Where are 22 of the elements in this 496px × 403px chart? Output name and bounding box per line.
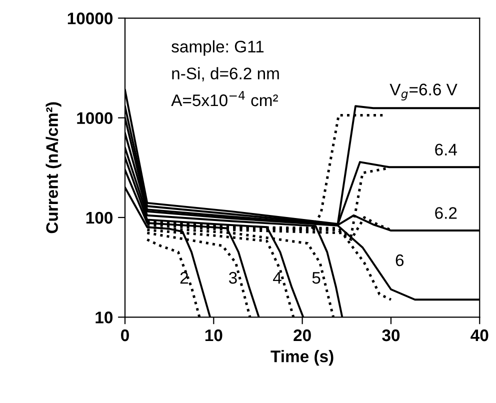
annotation: sample: G11 — [172, 40, 264, 56]
y-tick-label: 1000 — [77, 112, 113, 124]
x-tick-label: 30 — [382, 329, 400, 342]
series-label: 2 — [180, 272, 188, 284]
y-tick-label: 10000 — [68, 12, 113, 24]
x-tick-label: 40 — [470, 329, 488, 342]
series-label: 3 — [228, 272, 237, 284]
x-tick-label: 20 — [294, 329, 311, 342]
x-tick-label: 0 — [121, 329, 129, 342]
series-label: 5 — [312, 272, 320, 284]
x-tick-label: 10 — [205, 329, 222, 342]
annotation: n-Si, d=6.2 nm — [172, 67, 279, 82]
x-axis-title: Time (s) — [270, 350, 334, 366]
series-label: 4 — [273, 272, 282, 284]
y-tick-label: 100 — [86, 212, 113, 224]
annotation: A=5x10$^{−4}$ cm² — [171, 91, 278, 106]
y-tick-label: 10 — [96, 312, 113, 324]
series-label: 6.2 — [435, 207, 457, 219]
series-label: V$_{g}$=6.6 V — [390, 84, 458, 100]
series-label: 6 — [396, 254, 404, 266]
series-label: 6.4 — [435, 144, 457, 156]
y-axis-title: Current (nA/cm²) — [46, 102, 62, 234]
